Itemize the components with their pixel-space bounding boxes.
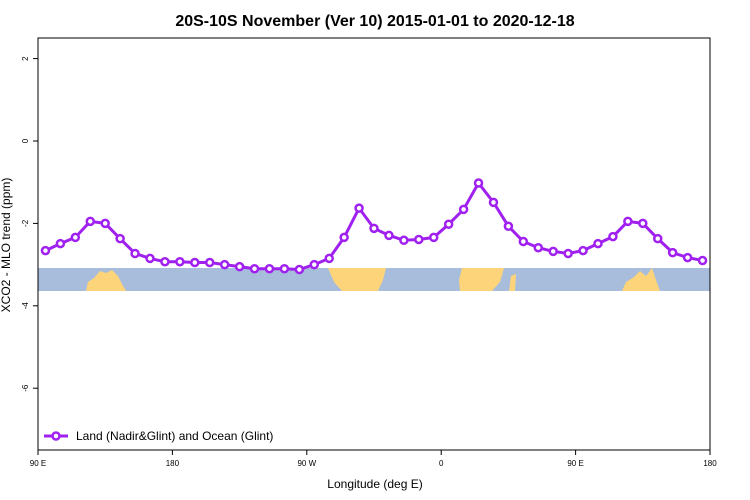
- plot-frame: [37, 37, 711, 451]
- point: [548, 246, 558, 257]
- x-tick-label: 180: [166, 459, 180, 468]
- land: [459, 268, 504, 291]
- point: [697, 255, 708, 266]
- land: [86, 270, 126, 291]
- point: [638, 218, 648, 229]
- point: [578, 245, 588, 256]
- point: [488, 197, 499, 208]
- x-axis-label: Longitude (deg E): [327, 477, 422, 491]
- point: [339, 232, 349, 243]
- point: [100, 218, 110, 229]
- x-tick-label: 180: [703, 459, 717, 468]
- point: [115, 233, 125, 244]
- point: [204, 257, 215, 268]
- y-tick-label: -4: [21, 302, 30, 310]
- point: [414, 234, 424, 245]
- y-tick-label: -6: [21, 384, 30, 392]
- point: [279, 263, 290, 274]
- chart-title: 20S-10S November (Ver 10) 2015-01-01 to …: [175, 13, 574, 30]
- legend-marker: [51, 431, 61, 441]
- point: [55, 238, 66, 249]
- y-tick-label: 2: [21, 56, 30, 61]
- point: [264, 263, 275, 274]
- land-ocean-band: [38, 268, 710, 291]
- y-tick-label: 0: [21, 138, 30, 143]
- point: [428, 232, 439, 243]
- x-tick-label: 0: [439, 459, 444, 468]
- point: [593, 238, 603, 249]
- point: [145, 253, 155, 264]
- land: [328, 268, 386, 291]
- y-axis-label: XCO2 - MLO trend (ppm): [0, 178, 13, 313]
- point: [384, 230, 394, 241]
- point: [324, 253, 334, 264]
- point: [682, 252, 693, 263]
- point: [443, 219, 454, 229]
- x-tick-label: 90 W: [297, 459, 316, 468]
- point: [518, 236, 529, 247]
- legend-label: Land (Nadir&Glint) and Ocean (Glint): [76, 429, 273, 443]
- point: [563, 248, 573, 259]
- land: [509, 274, 516, 291]
- point: [70, 232, 81, 243]
- point: [234, 261, 245, 272]
- point: [309, 259, 320, 270]
- point: [219, 259, 230, 270]
- point: [667, 247, 678, 258]
- point: [608, 231, 618, 242]
- point: [458, 204, 469, 215]
- point: [85, 216, 96, 227]
- point: [160, 256, 170, 267]
- point: [503, 221, 514, 232]
- point: [533, 242, 544, 253]
- point: [40, 245, 51, 256]
- point: [399, 235, 409, 246]
- point: [623, 216, 633, 227]
- point: [190, 257, 200, 268]
- point: [294, 264, 305, 275]
- point: [130, 248, 140, 259]
- point: [369, 223, 379, 234]
- point: [473, 178, 484, 188]
- x-tick-label: 90 E: [30, 459, 46, 468]
- point: [652, 233, 663, 244]
- land: [622, 268, 660, 291]
- point: [175, 256, 185, 267]
- point: [249, 263, 260, 274]
- y-tick-label: -2: [21, 219, 30, 227]
- point: [354, 203, 364, 213]
- x-tick-label: 90 E: [567, 459, 583, 468]
